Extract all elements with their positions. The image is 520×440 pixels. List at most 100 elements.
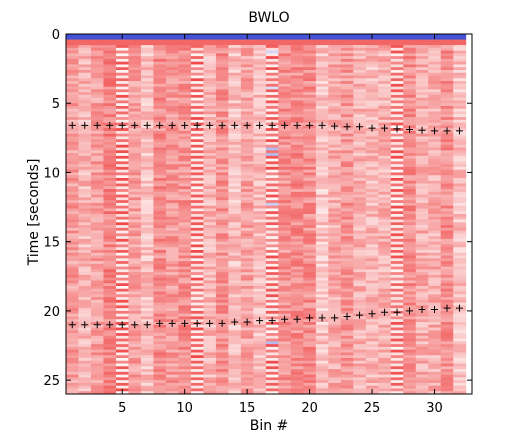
heatmap-cell <box>128 264 141 267</box>
heatmap-cell <box>66 64 79 67</box>
heatmap-cell <box>416 76 429 79</box>
heatmap-cell <box>141 220 154 223</box>
heatmap-cell <box>241 184 254 187</box>
heatmap-cell <box>116 380 129 383</box>
heatmap-cell <box>216 195 229 198</box>
heatmap-cell <box>228 42 241 45</box>
heatmap-cell <box>91 377 104 380</box>
heatmap-cell <box>191 294 204 297</box>
heatmap-cell <box>228 100 241 103</box>
heatmap-cell <box>216 352 229 355</box>
heatmap-cell <box>328 53 341 56</box>
heatmap-cell <box>416 388 429 391</box>
heatmap-cell <box>128 112 141 115</box>
heatmap-cell <box>91 76 104 79</box>
heatmap-cell <box>191 377 204 380</box>
heatmap-cell <box>353 145 366 148</box>
heatmap-cell <box>241 283 254 286</box>
heatmap-cell <box>416 42 429 45</box>
heatmap-cell <box>253 145 266 148</box>
heatmap-cell <box>291 364 304 367</box>
heatmap-cell <box>66 225 79 228</box>
heatmap-cell <box>428 100 441 103</box>
heatmap-cell <box>78 341 91 344</box>
heatmap-cell <box>191 222 204 225</box>
heatmap-cell <box>441 184 454 187</box>
heatmap-cell <box>366 372 379 375</box>
heatmap-cell <box>253 278 266 281</box>
heatmap-cell <box>316 136 329 139</box>
heatmap-cell <box>103 267 116 270</box>
heatmap-cell <box>203 200 216 203</box>
heatmap-cell <box>441 142 454 145</box>
heatmap-cell <box>291 350 304 353</box>
heatmap-cell <box>328 303 341 306</box>
heatmap-cell <box>141 336 154 339</box>
heatmap-cell <box>116 145 129 148</box>
heatmap-cell <box>266 156 279 159</box>
heatmap-cell <box>103 383 116 386</box>
heatmap-cell <box>128 286 141 289</box>
heatmap-cell <box>216 222 229 225</box>
heatmap-cell <box>228 264 241 267</box>
heatmap-cell <box>253 242 266 245</box>
heatmap-cell <box>316 283 329 286</box>
heatmap-cell <box>328 286 341 289</box>
heatmap-cell <box>253 275 266 278</box>
heatmap-cell <box>378 242 391 245</box>
heatmap-cell <box>341 92 354 95</box>
heatmap-cell <box>341 258 354 261</box>
heatmap-cell <box>103 84 116 87</box>
heatmap-cell <box>78 267 91 270</box>
heatmap-cell <box>253 211 266 214</box>
heatmap-cell <box>291 369 304 372</box>
heatmap-cell <box>153 70 166 73</box>
heatmap-cell <box>428 114 441 117</box>
heatmap-cell <box>353 231 366 234</box>
heatmap-cell <box>428 358 441 361</box>
heatmap-cell <box>153 64 166 67</box>
heatmap-cell <box>91 330 104 333</box>
heatmap-cell <box>178 258 191 261</box>
heatmap-cell <box>328 136 341 139</box>
heatmap-cell <box>253 156 266 159</box>
heatmap-cell <box>366 92 379 95</box>
heatmap-cell <box>441 103 454 106</box>
heatmap-cell <box>178 289 191 292</box>
heatmap-cell <box>128 172 141 175</box>
heatmap-cell <box>116 242 129 245</box>
heatmap-cell <box>341 225 354 228</box>
heatmap-cell <box>403 208 416 211</box>
heatmap-cell <box>128 217 141 220</box>
heatmap-cell <box>353 322 366 325</box>
heatmap-cell <box>116 294 129 297</box>
heatmap-cell <box>216 258 229 261</box>
heatmap-cell <box>441 300 454 303</box>
heatmap-cell <box>291 250 304 253</box>
heatmap-cell <box>166 258 179 261</box>
heatmap-cell <box>78 316 91 319</box>
heatmap-cell <box>253 364 266 367</box>
heatmap-cell <box>441 247 454 250</box>
heatmap-cell <box>141 375 154 378</box>
heatmap-cell <box>391 136 404 139</box>
heatmap-cell <box>228 189 241 192</box>
heatmap-cell <box>341 150 354 153</box>
heatmap-cell <box>403 145 416 148</box>
heatmap-cell <box>91 131 104 134</box>
heatmap-cell <box>403 222 416 225</box>
heatmap-cell <box>391 366 404 369</box>
heatmap-cell <box>153 178 166 181</box>
heatmap-cell <box>103 103 116 106</box>
heatmap-cell <box>266 189 279 192</box>
heatmap-cell <box>253 386 266 389</box>
heatmap-cell <box>203 225 216 228</box>
heatmap-cell <box>366 114 379 117</box>
heatmap-cell <box>128 134 141 137</box>
heatmap-cell <box>66 136 79 139</box>
heatmap-cell <box>128 386 141 389</box>
heatmap-cell <box>191 59 204 62</box>
heatmap-cell <box>341 214 354 217</box>
heatmap-cell <box>141 117 154 120</box>
heatmap-cell <box>116 87 129 90</box>
